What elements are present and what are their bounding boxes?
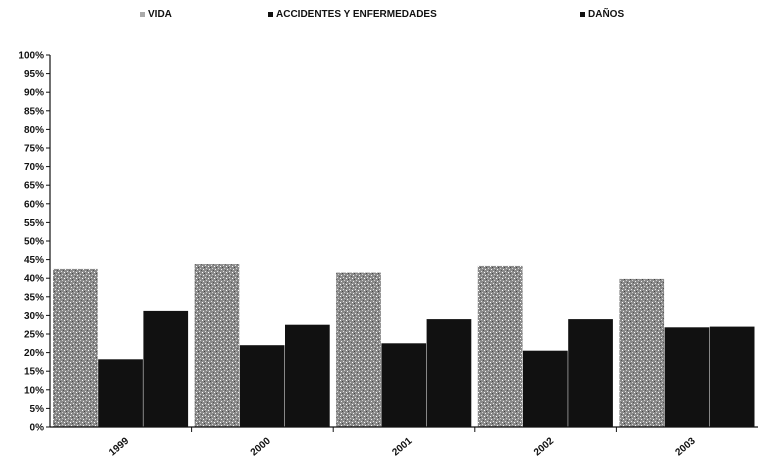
bar-2-2003	[664, 327, 710, 427]
bar-2-1999	[98, 359, 143, 427]
bar-1-2003	[619, 278, 665, 427]
bar-3-1999	[143, 310, 189, 427]
y-tick-label: 55%	[24, 218, 44, 229]
y-tick-label: 90%	[24, 88, 44, 99]
bar-3-2003	[709, 326, 755, 427]
y-tick-label: 95%	[24, 69, 44, 80]
bar-2-2002	[523, 350, 568, 427]
y-tick-label: 65%	[24, 181, 44, 192]
y-tick-label: 25%	[24, 330, 44, 341]
x-axis: 1999 2000 2001 2002 2003	[50, 426, 758, 458]
legend-swatch	[580, 12, 585, 17]
x-tick-label: 1999	[107, 435, 131, 458]
legend-label: ACCIDENTES Y ENFERMEDADES	[276, 9, 437, 20]
bars	[53, 264, 755, 427]
y-tick-label: 50%	[24, 237, 44, 248]
y-tick-label: 5%	[30, 404, 45, 415]
bar-1-2002	[477, 265, 523, 427]
bar-1-2000	[194, 264, 240, 427]
y-tick-label: 35%	[24, 292, 44, 303]
bar-3-2001	[426, 319, 472, 427]
y-tick-label: 15%	[24, 367, 44, 378]
legend-label: VIDA	[148, 9, 172, 20]
y-tick-label: 85%	[24, 106, 44, 117]
x-tick-label: 2002	[532, 435, 556, 458]
y-tick-label: 70%	[24, 162, 44, 173]
y-tick-label: 40%	[24, 274, 44, 285]
x-tick-label: 2000	[249, 435, 273, 458]
y-tick-label: 10%	[24, 385, 44, 396]
bar-2-2000	[239, 345, 285, 427]
y-tick-label: 100%	[18, 51, 44, 62]
x-tick-label: 2003	[674, 435, 698, 458]
y-tick-label: 0%	[30, 423, 45, 434]
y-axis: 0% 5% 10% 15% 20% 25% 30% 35% 40% 45% 50% 55% 60% 65%…	[18, 51, 51, 434]
bar-3-2002	[568, 319, 613, 427]
legend: VIDA ACCIDENTES Y ENFERMEDADES DAÑOS	[140, 7, 624, 20]
y-tick-label: 30%	[24, 311, 44, 322]
y-tick-label: 20%	[24, 348, 44, 359]
bar-2-2001	[381, 343, 427, 427]
y-tick-label: 60%	[24, 199, 44, 210]
x-tick-label: 2001	[390, 435, 414, 458]
legend-swatch	[140, 12, 145, 17]
bar-1-1999	[53, 268, 98, 427]
bar-1-2001	[336, 272, 381, 427]
legend-label: DAÑOS	[588, 7, 624, 20]
legend-swatch	[268, 12, 273, 17]
y-tick-label: 80%	[24, 125, 44, 136]
y-tick-label: 75%	[24, 144, 44, 155]
bar-3-2000	[285, 324, 330, 427]
y-tick-label: 45%	[24, 255, 44, 266]
